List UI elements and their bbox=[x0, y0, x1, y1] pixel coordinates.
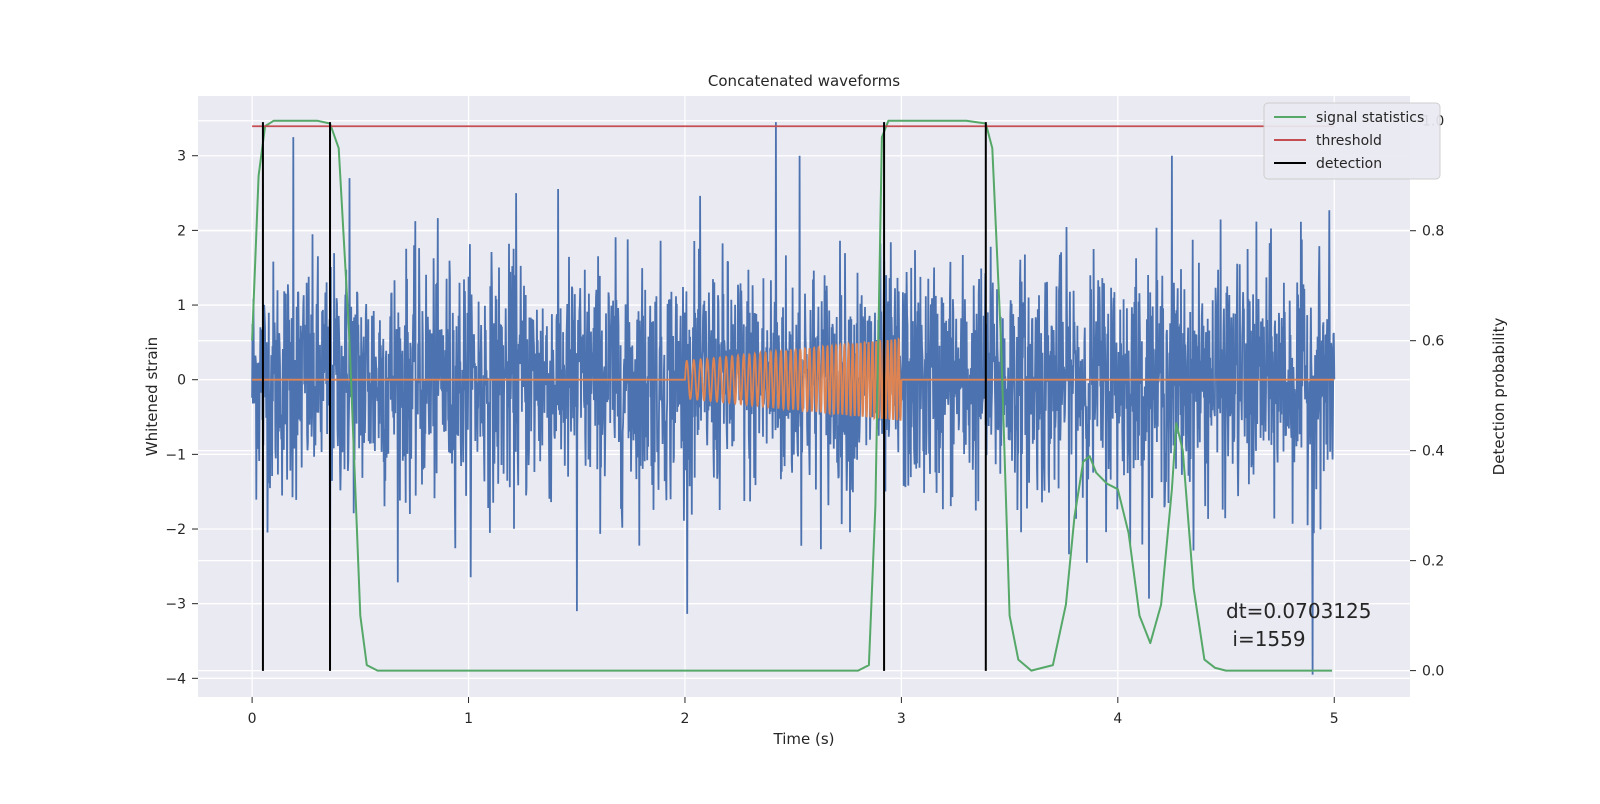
legend-label-threshold: threshold bbox=[1316, 133, 1382, 149]
x-tick-label: 3 bbox=[897, 711, 906, 727]
injected-signal-line bbox=[252, 337, 1335, 421]
y-tick-label: −4 bbox=[165, 671, 186, 687]
annotation-dt: dt=0.0703125 bbox=[1226, 599, 1371, 623]
x-axis-label: Time (s) bbox=[773, 730, 835, 748]
y2-tick-label: 0.0 bbox=[1422, 664, 1444, 680]
x-tick-label: 4 bbox=[1113, 711, 1122, 727]
x-tick-label: 0 bbox=[248, 711, 257, 727]
y-tick-label: −3 bbox=[165, 597, 186, 613]
y-tick-label: 3 bbox=[177, 149, 186, 165]
annotation: dt=0.0703125 i=1559 bbox=[1226, 599, 1371, 651]
chart-title: Concatenated waveforms bbox=[708, 72, 900, 90]
y2-tick-label: 0.4 bbox=[1422, 444, 1444, 460]
y2-tick-label: 0.6 bbox=[1422, 334, 1444, 350]
legend-label-detection: detection bbox=[1316, 156, 1382, 172]
plot-content bbox=[251, 119, 1336, 675]
y2-tick-label: 0.8 bbox=[1422, 224, 1444, 240]
x-tick-label: 5 bbox=[1330, 711, 1339, 727]
signal-statistics-line bbox=[251, 119, 1333, 672]
y-tick-label: 0 bbox=[177, 373, 186, 389]
y2-axis-label: Detection probability bbox=[1490, 318, 1508, 476]
y-tick-label: −1 bbox=[165, 447, 186, 463]
legend-label-signal_statistics: signal statistics bbox=[1316, 110, 1424, 126]
y-axis-label: Whitened strain bbox=[143, 337, 161, 456]
y-tick-label: 1 bbox=[177, 298, 186, 314]
annotation-i: i=1559 bbox=[1226, 627, 1306, 651]
legend-box bbox=[1263, 102, 1441, 180]
x-tick-label: 2 bbox=[681, 711, 690, 727]
x-tick-label: 1 bbox=[464, 711, 473, 727]
legend: signal statistics threshold detection bbox=[1263, 102, 1441, 180]
y-tick-label: 2 bbox=[177, 223, 186, 239]
y-tick-label: −2 bbox=[165, 522, 186, 538]
y2-tick-label: 0.2 bbox=[1422, 554, 1444, 570]
